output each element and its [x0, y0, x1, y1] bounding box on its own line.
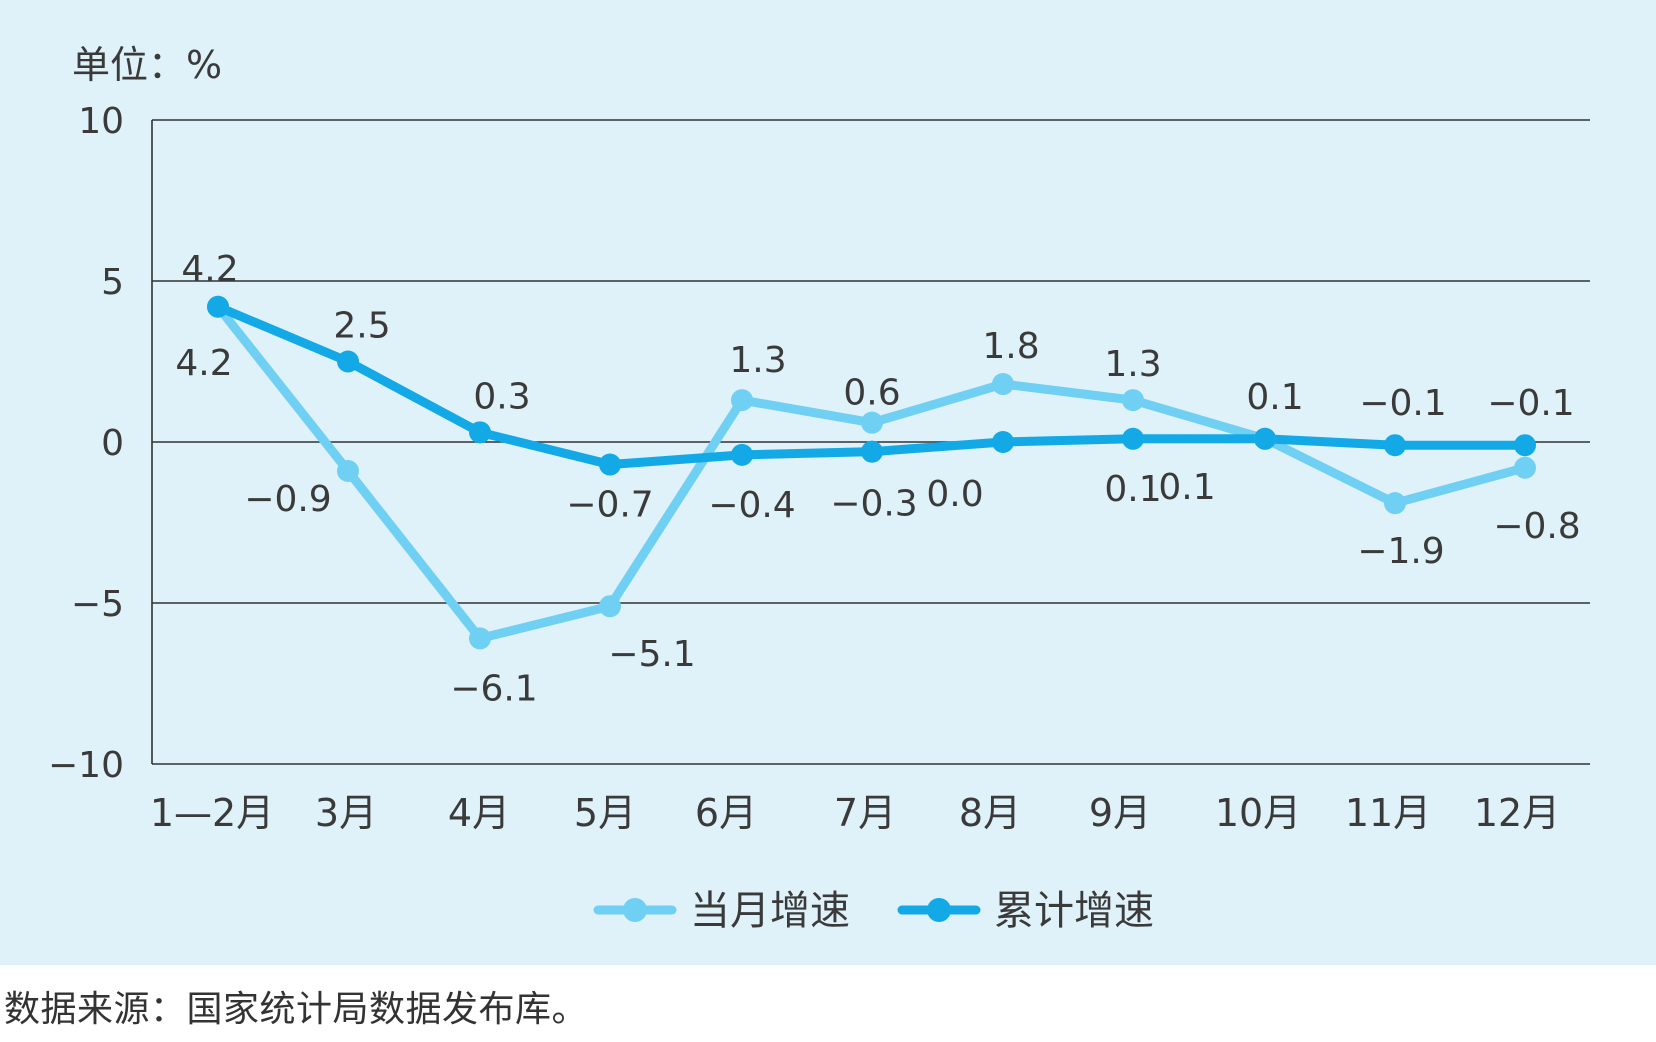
data-label-1: 1.3 — [1104, 344, 1161, 385]
data-label-1: 1.3 — [729, 340, 786, 381]
legend-label: 当月增速 — [690, 888, 850, 934]
data-label-2: −0.1 — [1359, 383, 1446, 424]
data-label-2: −0.3 — [830, 484, 917, 525]
y-tick-label: −5 — [71, 584, 124, 625]
x-tick-label: 4月 — [448, 791, 510, 835]
data-label-1: −6.1 — [450, 668, 537, 709]
data-point-2 — [469, 421, 491, 444]
data-point-2 — [207, 295, 229, 318]
x-tick-label: 9月 — [1089, 791, 1151, 835]
x-tick-label: 5月 — [574, 791, 636, 835]
data-label-2: 0.1 — [1104, 469, 1161, 510]
x-tick-label: 1—2月 — [150, 791, 274, 835]
x-tick-label: 10月 — [1215, 791, 1301, 835]
x-tick-label: 8月 — [959, 791, 1021, 835]
data-point-1 — [992, 373, 1014, 396]
data-label-1: 0.6 — [843, 373, 900, 414]
x-tick-label: 6月 — [695, 791, 757, 835]
source-note: 数据来源：国家统计局数据发布库。 — [4, 989, 589, 1030]
data-point-1 — [731, 389, 753, 412]
y-tick-label: 0 — [101, 423, 124, 464]
data-point-2 — [599, 453, 621, 476]
data-label-1: −1.9 — [1357, 531, 1444, 572]
data-point-1 — [469, 627, 491, 650]
legend-label: 累计增速 — [994, 888, 1154, 934]
data-point-1 — [599, 595, 621, 618]
legend-swatch-marker — [623, 898, 647, 922]
line-chart: 单位：% 10 5 0 −5 −10 1—2月 3月 4月 5月 6月 7月 8月 9月 10月 11月 12月… — [48, 43, 1590, 934]
data-point-2 — [1514, 434, 1536, 457]
data-label-2: 4.2 — [181, 249, 238, 290]
data-label-2: 0.3 — [473, 376, 530, 417]
unit-label: 单位：% — [72, 43, 222, 87]
data-point-2 — [731, 443, 753, 466]
data-label-2: −0.4 — [708, 485, 795, 526]
data-label-2: 2.5 — [333, 306, 390, 347]
y-tick-label: 10 — [78, 101, 124, 142]
x-tick-label: 12月 — [1474, 791, 1560, 835]
series-line-1 — [213, 302, 1530, 643]
x-tick-label: 11月 — [1345, 791, 1431, 835]
data-point-1 — [1384, 492, 1406, 515]
data-point-1 — [337, 459, 359, 482]
data-point-2 — [1254, 427, 1276, 450]
data-point-2 — [1384, 434, 1406, 457]
legend-swatch-marker — [927, 898, 951, 922]
data-point-1 — [1514, 456, 1536, 479]
data-label-2: −0.7 — [566, 485, 653, 526]
data-point-2 — [1122, 427, 1144, 450]
y-tick-label: 5 — [101, 262, 124, 303]
x-tick-label: 7月 — [834, 791, 896, 835]
data-label-1: 0.1 — [1158, 467, 1215, 508]
data-point-1 — [861, 411, 883, 434]
data-label-2: 0.1 — [1246, 377, 1303, 418]
data-label-2: −0.1 — [1487, 383, 1574, 424]
data-point-1 — [1122, 389, 1144, 412]
data-label-1: −0.8 — [1493, 506, 1580, 547]
data-label-1: 1.8 — [982, 326, 1039, 367]
data-label-1: −0.9 — [244, 479, 331, 520]
x-tick-label: 3月 — [315, 791, 377, 835]
data-label-2: 0.0 — [926, 474, 983, 515]
data-label-1: −5.1 — [608, 634, 695, 675]
data-point-2 — [861, 440, 883, 463]
data-point-2 — [992, 431, 1014, 453]
y-tick-label: −10 — [48, 745, 124, 786]
data-label-1: 4.2 — [175, 343, 232, 384]
chart-panel: 单位：% 10 5 0 −5 −10 1—2月 3月 4月 5月 6月 7月 8月 9月 10月 11月 12月… — [0, 0, 1656, 965]
data-point-2 — [337, 350, 359, 373]
